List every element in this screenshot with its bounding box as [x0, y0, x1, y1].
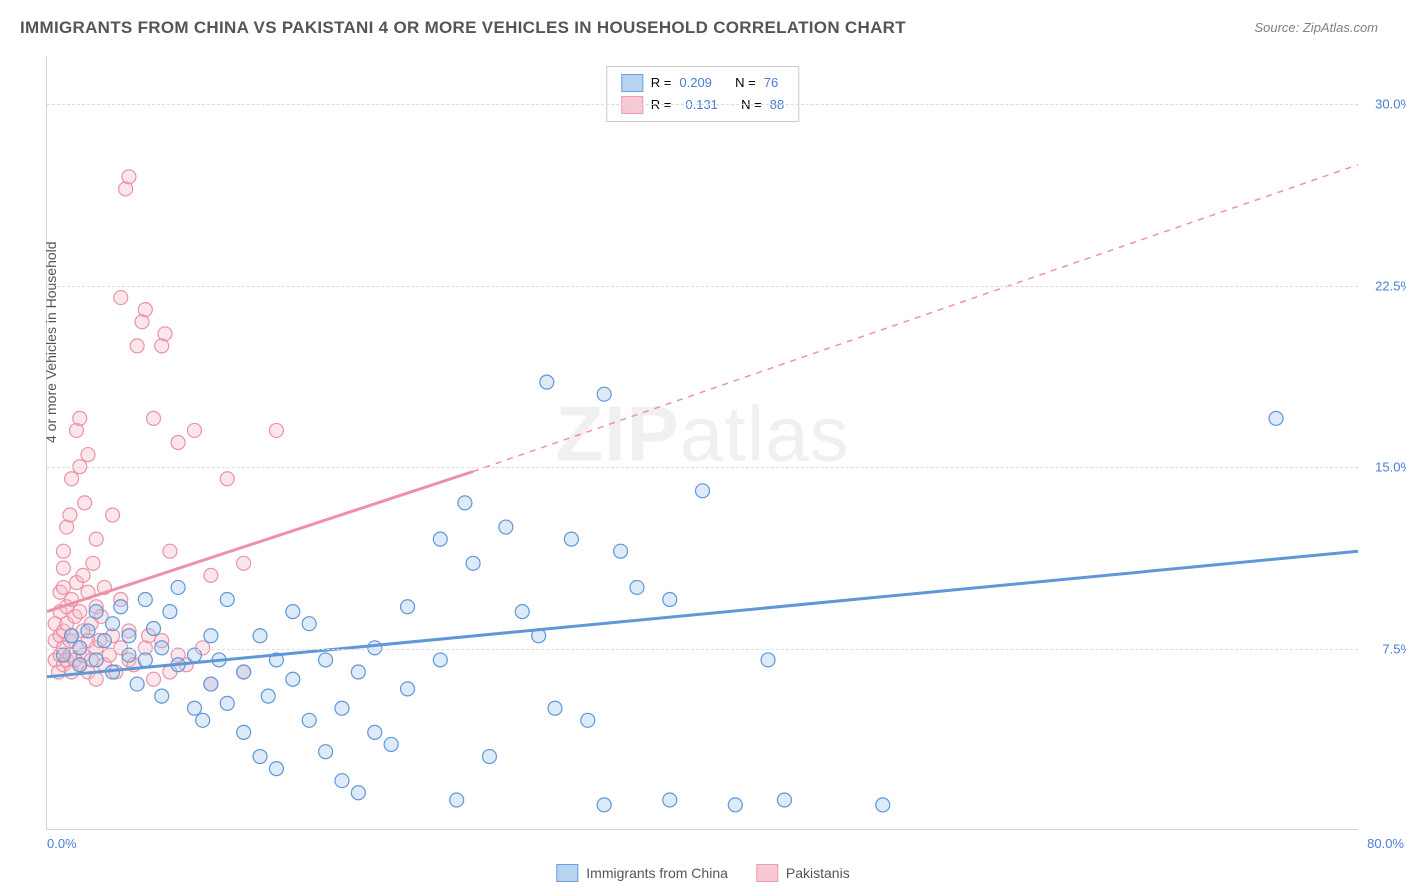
r-label: R =	[651, 72, 672, 94]
legend-correlation: R = 0.209 N = 76 R = 0.131 N = 88	[606, 66, 799, 122]
legend-item-china: Immigrants from China	[556, 864, 728, 882]
legend-label: Pakistanis	[786, 865, 850, 881]
plot-area: 4 or more Vehicles in Household ZIPatlas…	[46, 56, 1358, 830]
legend-row-blue: R = 0.209 N = 76	[621, 72, 784, 94]
chart-title: IMMIGRANTS FROM CHINA VS PAKISTANI 4 OR …	[20, 18, 906, 38]
legend-series: Immigrants from China Pakistanis	[556, 864, 849, 882]
legend-item-pakistanis: Pakistanis	[756, 864, 850, 882]
source-attribution: Source: ZipAtlas.com	[1254, 20, 1378, 35]
legend-swatch-blue	[556, 864, 578, 882]
legend-swatch-blue	[621, 74, 643, 92]
r-value: 0.209	[679, 72, 712, 94]
legend-label: Immigrants from China	[586, 865, 728, 881]
chart-svg	[47, 56, 1358, 829]
n-label: N =	[735, 72, 756, 94]
n-value: 76	[764, 72, 778, 94]
legend-swatch-pink	[756, 864, 778, 882]
